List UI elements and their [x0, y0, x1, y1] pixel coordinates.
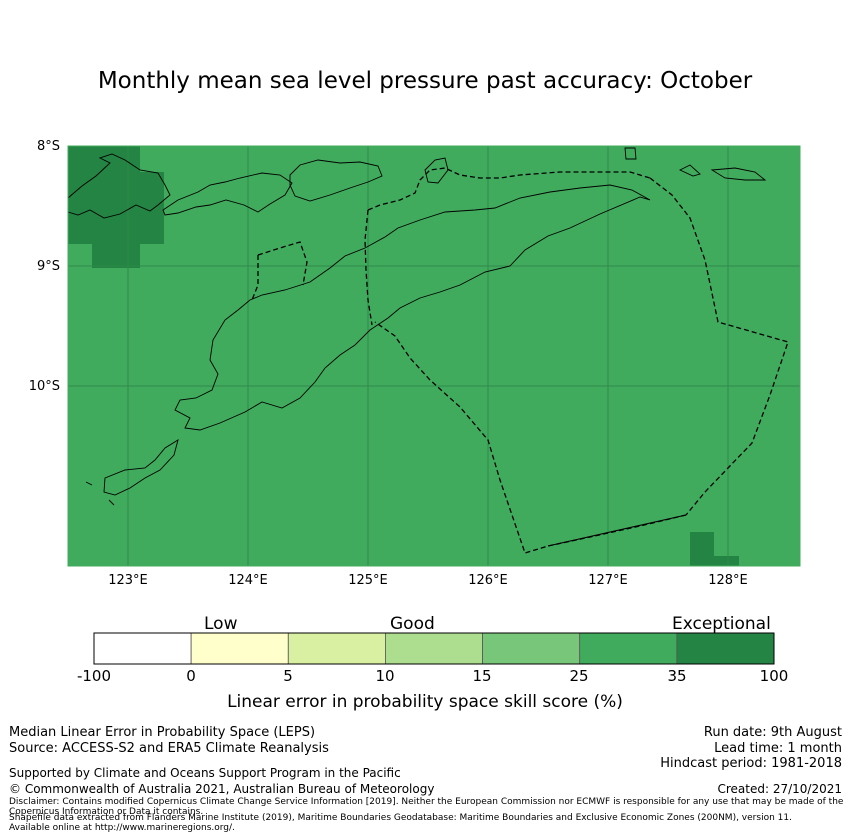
- lat-label-9s: 9°S: [36, 259, 60, 274]
- coastlines: [67, 145, 767, 506]
- tick-label: 35: [667, 667, 687, 685]
- colorbar-bin: [385, 632, 483, 665]
- eez-enclave-boundary: [257, 241, 308, 286]
- footer-copyright: © Commonwealth of Australia 2021, Austra…: [9, 782, 435, 796]
- lon-label-123e: 123°E: [108, 573, 148, 588]
- tick-label: 10: [375, 667, 395, 685]
- map-gridlines: [68, 146, 800, 566]
- lat-label-8s: 8°S: [36, 139, 60, 154]
- colorbar-bin: [287, 632, 386, 665]
- footer-hindcast: Hindcast period: 1981-2018: [660, 756, 842, 771]
- colorbar-frame: [93, 632, 775, 665]
- timor-coast: [174, 184, 651, 431]
- lon-label-128e: 128°E: [708, 573, 748, 588]
- west-islands-coast: [67, 153, 171, 219]
- lat-label-10s: 10°S: [28, 379, 60, 394]
- map-frame: [67, 145, 801, 567]
- footer-disclaimer: Disclaimer: Contains modified Copernicus…: [9, 797, 844, 817]
- map-title: Monthly mean sea level pressure past acc…: [97, 68, 753, 94]
- lon-label-124e: 124°E: [228, 573, 268, 588]
- lon-label-125e: 125°E: [348, 573, 388, 588]
- tick-label: -100: [76, 667, 112, 685]
- footer-source: Source: ACCESS-S2 and ERA5 Climate Reana…: [9, 741, 329, 756]
- colorbar: [93, 632, 775, 665]
- footer-lead-time: Lead time: 1 month: [714, 741, 842, 756]
- colorbar-bin: [190, 632, 289, 665]
- colorbar-bin: [482, 632, 581, 665]
- category-low: Low: [204, 614, 238, 634]
- footer-run-date: Run date: 9th August: [703, 725, 842, 740]
- colorbar-label: Linear error in probability space skill …: [227, 692, 623, 712]
- footer-support: Supported by Climate and Oceans Support …: [9, 766, 401, 780]
- tick-label: 5: [283, 667, 293, 685]
- eez-solid-segment: [547, 514, 687, 547]
- category-exceptional: Exceptional: [672, 614, 771, 634]
- colorbar-bin: [93, 632, 192, 665]
- tick-label: 0: [186, 667, 196, 685]
- rote-coast: [103, 439, 179, 496]
- tick-label: 15: [472, 667, 492, 685]
- map-ocean: [68, 146, 800, 566]
- colorbar-bin: [579, 632, 678, 665]
- colorbar-bin: [676, 632, 775, 665]
- lon-label-126e: 126°E: [468, 573, 508, 588]
- footer-shapefile: Shapefile data extracted from Flanders M…: [9, 813, 792, 833]
- tick-label: 25: [569, 667, 589, 685]
- tick-label: 100: [759, 667, 789, 685]
- footer-created: Created: 27/10/2021: [717, 782, 842, 796]
- category-good: Good: [390, 614, 435, 634]
- eez-west-boundary: [364, 209, 373, 326]
- footer-leps: Median Linear Error in Probability Space…: [9, 725, 316, 740]
- lon-label-127e: 127°E: [588, 573, 628, 588]
